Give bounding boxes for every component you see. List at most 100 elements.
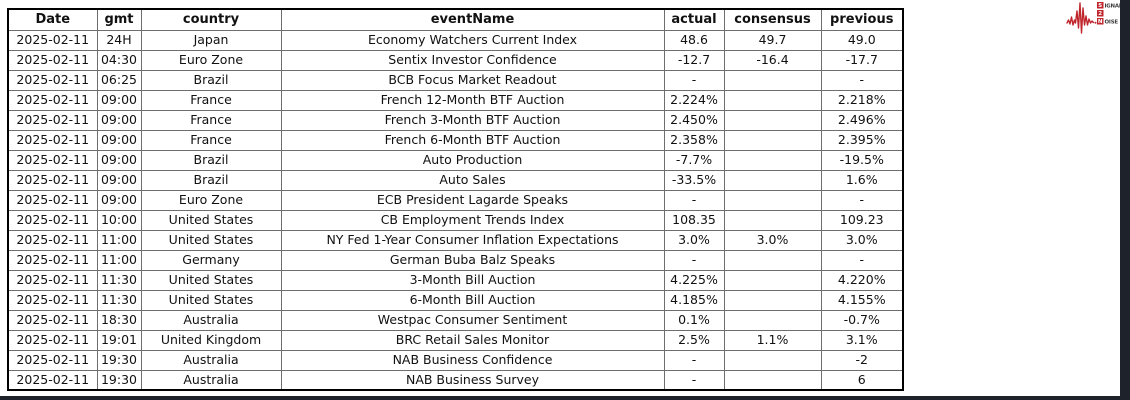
table-cell: ECB President Lagarde Speaks [280,189,665,211]
table-cell: 2.358% [663,129,725,151]
screen-edge-right-strip [1120,0,1130,400]
table-cell: 108.35 [663,209,725,231]
table-cell: 4.220% [820,269,904,291]
table-cell [723,349,822,371]
table-cell: 09:00 [96,89,142,111]
column-header-consensus: consensus [723,8,822,31]
table-cell: 2025-02-11 [7,269,98,291]
table-cell: 2.5% [663,329,725,351]
table-cell: -7.7% [663,149,725,171]
table-row: 2025-02-11 09:00 France French 3-Month BTF … [7,109,904,131]
table-cell: -33.5% [663,169,725,191]
table-cell: 09:00 [96,129,142,151]
table-cell: 11:00 [96,249,142,271]
table-cell: 2.218% [820,89,904,111]
table-cell: -0.7% [820,309,904,331]
table-cell [723,89,822,111]
table-cell: Brazil [140,149,282,171]
waveform-logo-icon: S IGNAL 2 N OISE [1066,2,1121,34]
table-cell: 09:00 [96,149,142,171]
table-cell: 2025-02-11 [7,109,98,131]
column-header-actual: actual [663,8,725,31]
table-cell: 24H [96,29,142,51]
table-row: 2025-02-11 09:00 Brazil Auto Production -7.7… [7,149,904,171]
table-cell [723,69,822,91]
table-cell: Japan [140,29,282,51]
table-cell: 04:30 [96,49,142,71]
table-cell [723,369,822,391]
table-row: 2025-02-11 19:30 Australia NAB Business Sur… [7,369,904,391]
table-cell: - [663,189,725,211]
table-row: 2025-02-11 04:30 Euro Zone Sentix Investor … [7,49,904,71]
table-cell: 4.155% [820,289,904,311]
table-cell: 3.0% [663,229,725,251]
table-row: 2025-02-11 09:00 Euro Zone ECB President La… [7,189,904,211]
table-cell [723,249,822,271]
event-table-body: 2025-02-11 24H Japan Economy Watchers Curre… [7,29,904,391]
table-cell: 2025-02-11 [7,49,98,71]
table-cell: 49.0 [820,29,904,51]
table-cell: NAB Business Confidence [280,349,665,371]
table-cell: Australia [140,309,282,331]
table-cell: 2.395% [820,129,904,151]
table-cell: United Kingdom [140,329,282,351]
svg-text:2: 2 [1098,11,1102,17]
table-cell: - [663,349,725,371]
table-cell: 09:00 [96,169,142,191]
table-cell [723,269,822,291]
table-cell: BRC Retail Sales Monitor [280,329,665,351]
table-cell: 2025-02-11 [7,129,98,151]
table-cell: 3.0% [723,229,822,251]
table-cell [723,189,822,211]
table-cell: 2025-02-11 [7,209,98,231]
table-cell: 2025-02-11 [7,369,98,391]
table-cell: Sentix Investor Confidence [280,49,665,71]
table-cell: 2025-02-11 [7,69,98,91]
table-cell: 6 [820,369,904,391]
table-cell: - [820,69,904,91]
table-cell [723,129,822,151]
table-row: 2025-02-11 11:30 United States 6-Month Bill… [7,289,904,311]
table-cell: -2 [820,349,904,371]
table-row: 2025-02-11 19:01 United Kingdom BRC Retail … [7,329,904,351]
table-cell: 11:00 [96,229,142,251]
table-cell: 2025-02-11 [7,349,98,371]
table-cell: 1.1% [723,329,822,351]
table-row: 2025-02-11 09:00 France French 12-Month BTF… [7,89,904,111]
table-cell: 19:30 [96,369,142,391]
table-cell: 109.23 [820,209,904,231]
table-cell: 49.7 [723,29,822,51]
table-cell: French 6-Month BTF Auction [280,129,665,151]
table-cell: Germany [140,249,282,271]
table-cell: German Buba Balz Speaks [280,249,665,271]
table-cell: France [140,89,282,111]
table-cell: 2025-02-11 [7,289,98,311]
table-cell: United States [140,289,282,311]
screen-edge-bottom-strip [0,396,1130,400]
table-cell: 2025-02-11 [7,329,98,351]
table-cell: 3.1% [820,329,904,351]
table-cell [723,289,822,311]
table-cell: 4.185% [663,289,725,311]
table-cell: 11:30 [96,289,142,311]
table-row: 2025-02-11 18:30 Australia Westpac Consumer… [7,309,904,331]
table-cell: BCB Focus Market Readout [280,69,665,91]
column-header-gmt: gmt [96,8,142,31]
signal-2-noise-logo: S IGNAL 2 N OISE [1066,1,1120,39]
table-cell: Westpac Consumer Sentiment [280,309,665,331]
table-cell: 3.0% [820,229,904,251]
table-cell: 09:00 [96,109,142,131]
table-cell: United States [140,269,282,291]
table-cell [723,309,822,331]
economic-events-table: Date gmt country eventName actual consen… [7,8,904,391]
table-cell: 2025-02-11 [7,249,98,271]
table-cell: - [663,69,725,91]
table-cell: - [820,189,904,211]
table-cell: 18:30 [96,309,142,331]
svg-text:IGNAL: IGNAL [1105,3,1121,9]
table-cell: Brazil [140,169,282,191]
table-cell: France [140,109,282,131]
table-row: 2025-02-11 24H Japan Economy Watchers Curre… [7,29,904,51]
table-row: 2025-02-11 11:00 United States NY Fed 1-Yea… [7,229,904,251]
